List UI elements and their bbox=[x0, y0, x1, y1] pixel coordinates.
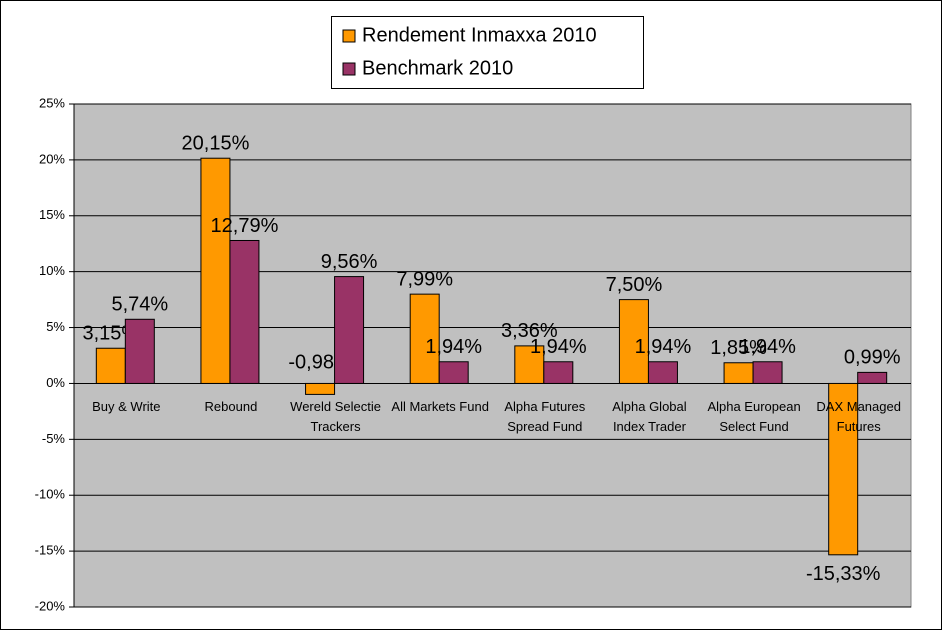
bar bbox=[857, 371, 888, 384]
x-tick-label: Wereld Selectie Trackers bbox=[290, 399, 381, 435]
data-label: 9,56% bbox=[321, 251, 378, 273]
y-tick-label: 25% bbox=[39, 95, 65, 110]
legend-swatch bbox=[342, 62, 356, 76]
data-label: 7,50% bbox=[606, 274, 663, 296]
data-label: 7,99% bbox=[396, 268, 453, 290]
bar bbox=[200, 157, 231, 384]
data-label: 1,94% bbox=[739, 336, 796, 358]
y-tick-label: -20% bbox=[35, 598, 66, 613]
bar bbox=[438, 361, 469, 384]
data-label: 1,94% bbox=[530, 336, 587, 358]
legend-swatch bbox=[342, 29, 356, 43]
y-tick-label: 20% bbox=[39, 151, 65, 166]
legend-box bbox=[331, 16, 644, 89]
bar bbox=[409, 293, 440, 384]
y-tick-label: 0% bbox=[46, 375, 65, 390]
bar bbox=[305, 382, 336, 395]
x-tick-label: DAX Managed Futures bbox=[816, 399, 901, 435]
x-tick-label: Alpha Global Index Trader bbox=[612, 399, 687, 435]
data-label: 12,79% bbox=[211, 215, 279, 237]
y-tick-label: -5% bbox=[42, 431, 66, 446]
bar bbox=[618, 299, 649, 384]
data-label: 1,94% bbox=[425, 336, 482, 358]
data-label: 3,36% bbox=[501, 320, 558, 342]
y-tick-label: 5% bbox=[46, 319, 65, 334]
bar bbox=[229, 239, 260, 384]
bar bbox=[828, 382, 859, 556]
y-tick-label: 15% bbox=[39, 207, 65, 222]
bar bbox=[95, 347, 126, 384]
data-label: 1,94% bbox=[635, 336, 692, 358]
bar bbox=[723, 362, 754, 384]
x-tick-label: Buy & Write bbox=[92, 399, 161, 415]
bar bbox=[514, 345, 545, 384]
x-tick-label: Alpha Futures Spread Fund bbox=[504, 399, 586, 435]
data-label: -15,33% bbox=[806, 563, 881, 585]
x-tick-label: All Markets Fund bbox=[391, 399, 489, 415]
bar bbox=[334, 276, 365, 384]
legend-label: Rendement Inmaxxa 2010 bbox=[362, 24, 597, 46]
legend-label: Benchmark 2010 bbox=[362, 57, 513, 79]
y-tick-label: -15% bbox=[35, 543, 66, 558]
bar bbox=[752, 361, 783, 384]
y-tick-label: 10% bbox=[39, 263, 65, 278]
data-label: 20,15% bbox=[182, 132, 250, 154]
data-label: 0,99% bbox=[844, 347, 901, 369]
data-label: 5,74% bbox=[111, 294, 168, 316]
y-tick-label: -10% bbox=[35, 487, 66, 502]
bar bbox=[543, 361, 574, 384]
x-tick-label: Rebound bbox=[204, 399, 258, 415]
data-label: 1,85% bbox=[710, 337, 767, 359]
bar bbox=[647, 361, 678, 384]
x-tick-label: Alpha European Select Fund bbox=[707, 399, 801, 435]
bar bbox=[124, 318, 155, 384]
